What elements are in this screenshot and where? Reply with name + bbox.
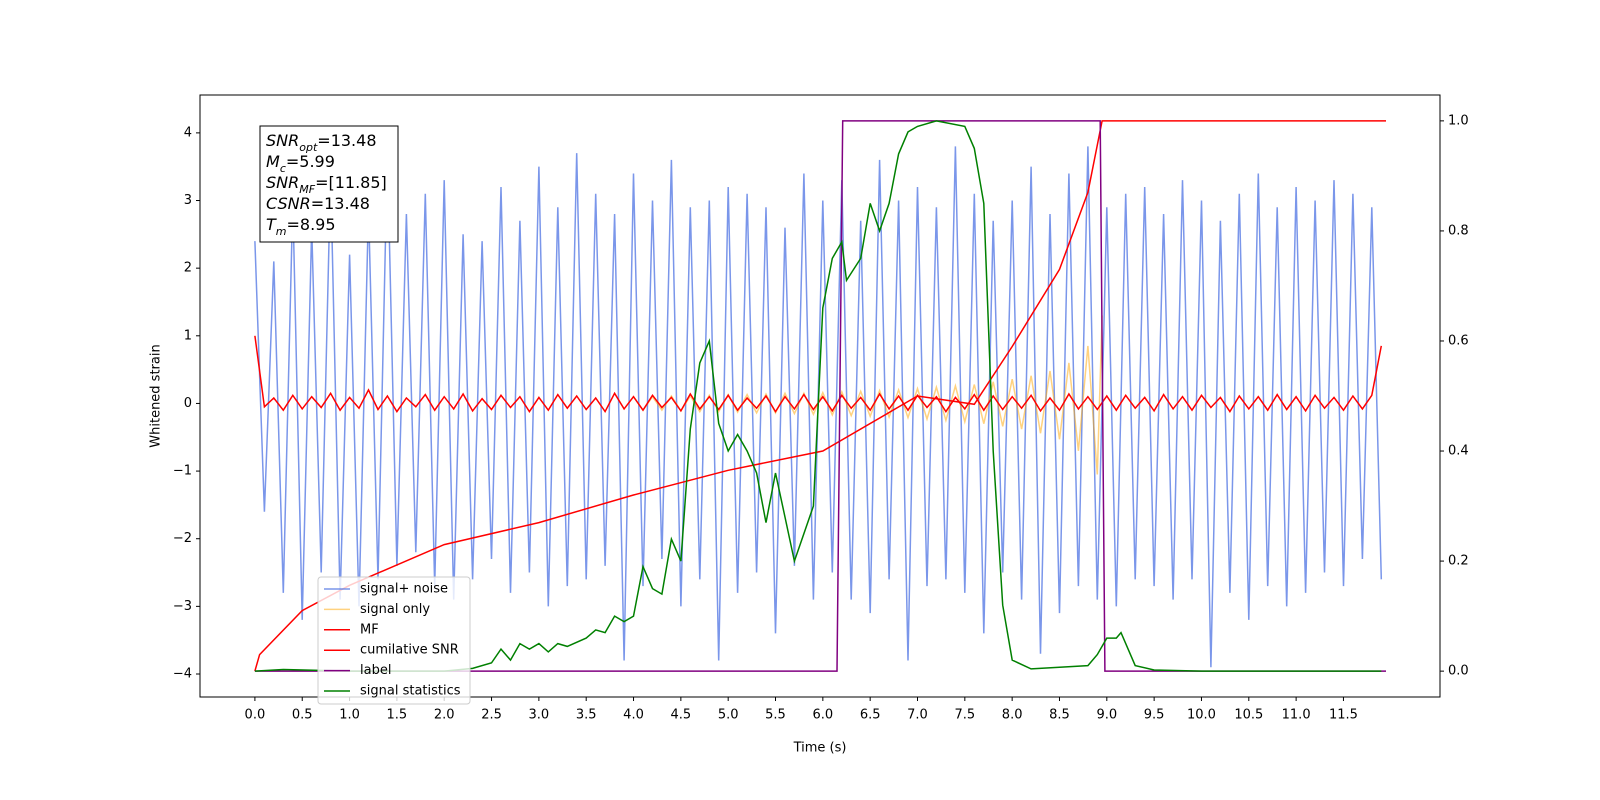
legend-label: signal only bbox=[360, 602, 430, 617]
y2-tick-label: 0.0 bbox=[1448, 664, 1469, 679]
annotation: SNRMF=[11.85] bbox=[266, 173, 387, 196]
x-tick-label: 8.0 bbox=[1002, 708, 1023, 723]
legend-label: signal statistics bbox=[360, 684, 461, 699]
x-tick-label: 3.5 bbox=[576, 708, 597, 723]
x-tick-label: 0.0 bbox=[245, 708, 266, 723]
x-tick-label: 10.5 bbox=[1234, 708, 1263, 723]
y2-tick-label: 0.8 bbox=[1448, 223, 1469, 238]
legend-label: label bbox=[360, 663, 391, 678]
y-tick-label: −1 bbox=[173, 464, 192, 479]
y-tick-label: 3 bbox=[184, 193, 192, 208]
x-tick-label: 7.5 bbox=[954, 708, 975, 723]
annotation: Mc=5.99 bbox=[266, 152, 335, 175]
legend-label: cumilative SNR bbox=[360, 643, 459, 658]
annotation-box: SNRopt=13.48Mc=5.99SNRMF=[11.85]CSNR=13.… bbox=[259, 125, 399, 243]
x-tick-label: 9.0 bbox=[1096, 708, 1117, 723]
annotation-symbol: SNR bbox=[266, 173, 299, 192]
x-tick-label: 4.5 bbox=[671, 708, 692, 723]
annotation-text: =8.95 bbox=[287, 215, 336, 234]
annotation-subscript: m bbox=[276, 225, 287, 238]
legend: signal+ noise signal only MF cumilative SNR… bbox=[317, 576, 471, 705]
annotation-subscript: MF bbox=[299, 183, 315, 196]
x-tick-label: 11.5 bbox=[1329, 708, 1358, 723]
x-tick-label: 1.5 bbox=[387, 708, 408, 723]
annotation-text: =13.48 bbox=[317, 131, 376, 150]
x-tick-label: 0.5 bbox=[292, 708, 313, 723]
x-tick-label: 3.0 bbox=[529, 708, 550, 723]
x-tick-label: 2.0 bbox=[434, 708, 455, 723]
y-tick-label: −3 bbox=[173, 599, 192, 614]
x-tick-label: 6.0 bbox=[812, 708, 833, 723]
annotation: Tm=8.95 bbox=[266, 215, 336, 238]
plot-frame bbox=[199, 94, 1441, 698]
legend-frame bbox=[317, 576, 471, 705]
y-tick-label: −2 bbox=[173, 531, 192, 546]
y-tick-label: 4 bbox=[184, 125, 192, 140]
x-tick-label: 4.0 bbox=[623, 708, 644, 723]
x-axis-label: Time (s) bbox=[793, 741, 847, 756]
y2-tick-label: 0.4 bbox=[1448, 444, 1469, 459]
annotation-text: =13.48 bbox=[311, 194, 370, 213]
x-tick-label: 1.0 bbox=[339, 708, 360, 723]
y2-tick-label: 1.0 bbox=[1448, 113, 1469, 128]
series-line bbox=[254, 120, 1382, 672]
annotation-text: =[11.85] bbox=[315, 173, 387, 192]
annotation: CSNR=13.48 bbox=[266, 194, 370, 213]
x-tick-label: 6.5 bbox=[860, 708, 881, 723]
x-tick-label: 5.0 bbox=[718, 708, 739, 723]
y-axis-label: Whitened strain bbox=[149, 344, 164, 447]
x-tick-label: 10.0 bbox=[1187, 708, 1216, 723]
x-tick-label: 2.5 bbox=[481, 708, 502, 723]
y2-tick-label: 0.2 bbox=[1448, 554, 1469, 569]
x-tick-label: 5.5 bbox=[765, 708, 786, 723]
y-tick-label: −4 bbox=[173, 667, 192, 682]
x-tick-label: 9.5 bbox=[1144, 708, 1165, 723]
annotation-symbol: M bbox=[266, 152, 280, 171]
y-tick-label: 1 bbox=[184, 328, 192, 343]
annotation-subscript: opt bbox=[299, 141, 318, 154]
y-tick-label: 2 bbox=[184, 261, 192, 276]
y-tick-label: 0 bbox=[184, 396, 192, 411]
series-line bbox=[254, 120, 1386, 672]
annotation-symbol: CSNR bbox=[266, 194, 311, 213]
x-tick-label: 11.0 bbox=[1282, 708, 1311, 723]
annotation: SNRopt=13.48 bbox=[266, 131, 377, 154]
annotation-frame bbox=[259, 125, 399, 243]
y2-tick-label: 0.6 bbox=[1448, 333, 1469, 348]
x-tick-label: 8.5 bbox=[1049, 708, 1070, 723]
annotation-subscript: c bbox=[280, 162, 286, 175]
annotation-text: =5.99 bbox=[286, 152, 335, 171]
annotation-symbol: SNR bbox=[266, 131, 299, 150]
legend-label: signal+ noise bbox=[360, 582, 448, 597]
annotation-symbol: T bbox=[266, 215, 277, 234]
legend-label: MF bbox=[360, 622, 379, 637]
x-tick-label: 7.0 bbox=[907, 708, 928, 723]
